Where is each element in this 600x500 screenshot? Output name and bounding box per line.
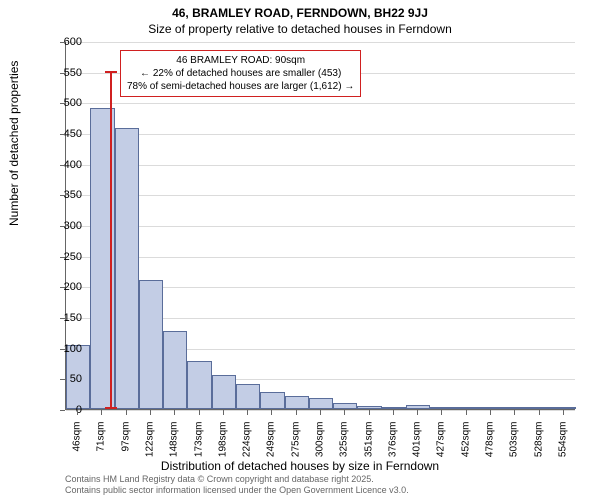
x-tick-label: 46sqm [72,422,83,482]
x-tick-label: 325sqm [339,422,350,482]
x-tick-label: 503sqm [509,422,520,482]
annotation-line: 78% of semi-detached houses are larger (… [127,80,354,93]
grid-line [66,165,575,166]
grid-line [66,257,575,258]
y-tick-mark [60,42,65,43]
histogram-bar [479,407,503,409]
chart-title-main: 46, BRAMLEY ROAD, FERNDOWN, BH22 9JJ [0,6,600,20]
x-tick-label: 300sqm [315,422,326,482]
y-tick-mark [60,103,65,104]
histogram-bar [187,361,211,409]
x-tick-label: 224sqm [242,422,253,482]
histogram-bar [527,407,551,409]
y-tick-mark [60,287,65,288]
histogram-bar [212,375,236,409]
x-tick-mark [101,410,102,415]
annotation-line: 46 BRAMLEY ROAD: 90sqm [127,54,354,67]
histogram-bar [455,407,479,409]
x-tick-mark [514,410,515,415]
histogram-bar [115,128,139,409]
highlight-cap-bottom [105,407,117,409]
x-tick-label: 97sqm [120,422,131,482]
x-tick-label: 452sqm [460,422,471,482]
chart-title-sub: Size of property relative to detached ho… [0,22,600,36]
chart-container: 46, BRAMLEY ROAD, FERNDOWN, BH22 9JJ Siz… [0,0,600,500]
x-tick-mark [296,410,297,415]
annotation-box: 46 BRAMLEY ROAD: 90sqm← 22% of detached … [120,50,361,97]
x-tick-mark [466,410,467,415]
x-tick-label: 427sqm [436,422,447,482]
y-tick-mark [60,410,65,411]
y-tick-mark [60,226,65,227]
histogram-bar [552,407,576,409]
footer-line-1: Contains HM Land Registry data © Crown c… [65,474,409,485]
grid-line [66,226,575,227]
x-tick-label: 148sqm [169,422,180,482]
histogram-bar [236,384,260,409]
x-tick-mark [393,410,394,415]
x-tick-mark [539,410,540,415]
histogram-bar [285,396,309,409]
x-tick-label: 478sqm [485,422,496,482]
histogram-bar [309,398,333,409]
annotation-line: ← 22% of detached houses are smaller (45… [127,67,354,80]
grid-line [66,134,575,135]
x-tick-label: 376sqm [387,422,398,482]
x-tick-mark [344,410,345,415]
histogram-bar [430,407,454,409]
x-tick-mark [247,410,248,415]
x-tick-label: 275sqm [290,422,301,482]
x-tick-label: 249sqm [266,422,277,482]
y-tick-mark [60,318,65,319]
y-tick-mark [60,165,65,166]
x-tick-mark [320,410,321,415]
x-tick-mark [490,410,491,415]
x-tick-mark [441,410,442,415]
histogram-bar [406,405,430,409]
y-tick-mark [60,195,65,196]
histogram-bar [163,331,187,410]
y-tick-mark [60,257,65,258]
grid-line [66,42,575,43]
x-tick-label: 173sqm [193,422,204,482]
x-tick-mark [417,410,418,415]
y-tick-mark [60,349,65,350]
x-tick-mark [369,410,370,415]
x-tick-mark [174,410,175,415]
highlight-cap-top [105,71,117,73]
x-tick-label: 554sqm [557,422,568,482]
y-tick-mark [60,134,65,135]
y-tick-mark [60,379,65,380]
histogram-bar [260,392,284,409]
histogram-bar [357,406,381,409]
x-tick-mark [271,410,272,415]
x-tick-label: 198sqm [217,422,228,482]
x-tick-mark [126,410,127,415]
x-tick-label: 528sqm [533,422,544,482]
footer-line-2: Contains public sector information licen… [65,485,409,496]
footer-text: Contains HM Land Registry data © Crown c… [65,474,409,496]
histogram-bar [139,280,163,409]
y-axis-label: Number of detached properties [7,61,21,226]
x-tick-mark [223,410,224,415]
grid-line [66,195,575,196]
histogram-bar [503,407,527,409]
x-tick-mark [199,410,200,415]
x-tick-mark [77,410,78,415]
histogram-bar [333,403,357,409]
grid-line [66,103,575,104]
x-tick-label: 401sqm [412,422,423,482]
highlight-marker [110,72,112,409]
x-tick-label: 122sqm [145,422,156,482]
x-tick-label: 351sqm [363,422,374,482]
x-tick-mark [563,410,564,415]
x-tick-label: 71sqm [96,422,107,482]
x-tick-mark [150,410,151,415]
y-tick-mark [60,73,65,74]
plot-area [65,42,575,410]
histogram-bar [382,407,406,409]
